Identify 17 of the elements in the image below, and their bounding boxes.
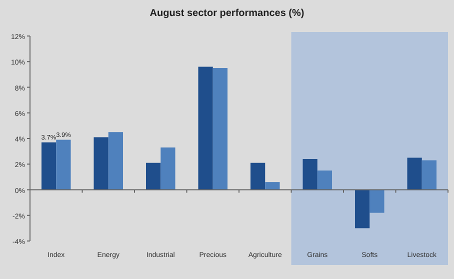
bar xyxy=(41,142,56,190)
bar xyxy=(160,147,176,190)
bar xyxy=(108,132,124,190)
bar xyxy=(212,68,228,190)
bar xyxy=(302,159,318,190)
bar xyxy=(422,160,437,190)
bar xyxy=(317,170,332,190)
bar xyxy=(265,182,280,190)
bar xyxy=(370,190,384,213)
bar xyxy=(56,140,71,190)
bar xyxy=(146,162,161,190)
bar xyxy=(198,66,213,190)
chart-title: August sector performances (%) xyxy=(150,8,304,19)
bar xyxy=(250,162,266,190)
bar xyxy=(94,137,108,190)
bar xyxy=(354,190,370,228)
bar xyxy=(407,158,422,190)
